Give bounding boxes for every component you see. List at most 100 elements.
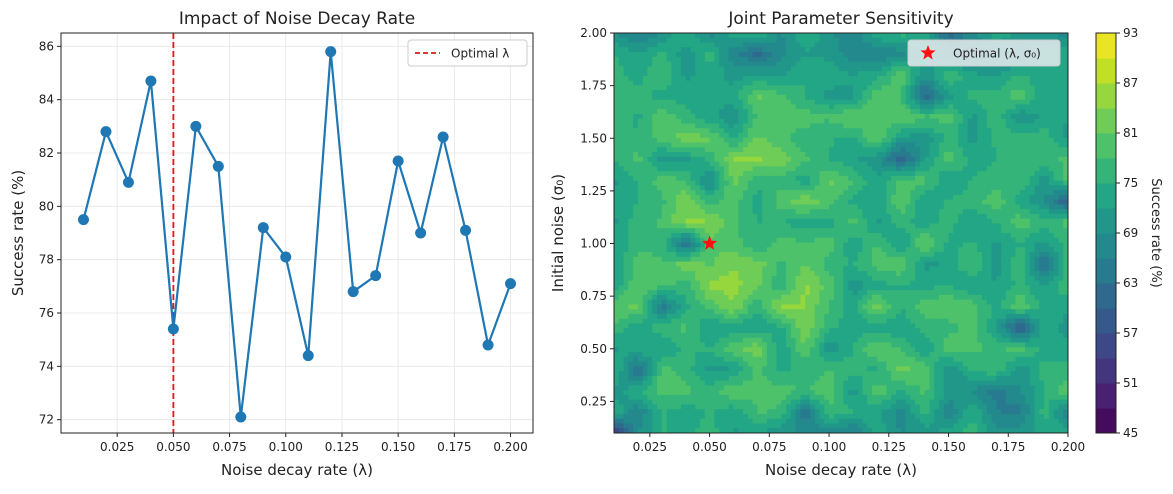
heatmap-cell bbox=[652, 257, 657, 262]
heatmap-cell bbox=[1044, 100, 1049, 105]
heatmap-cell bbox=[748, 71, 753, 76]
heatmap-cell bbox=[676, 157, 681, 162]
heatmap-cell bbox=[843, 228, 848, 233]
heatmap-cell bbox=[1044, 204, 1049, 209]
heatmap-cell bbox=[896, 85, 901, 90]
heatmap-cell bbox=[662, 85, 667, 90]
heatmap-cell bbox=[815, 185, 820, 190]
heatmap-cell bbox=[953, 266, 958, 271]
heatmap-cell bbox=[647, 157, 652, 162]
heatmap-cell bbox=[700, 176, 705, 181]
heatmap-cell bbox=[1058, 71, 1063, 76]
heatmap-cell bbox=[1006, 219, 1011, 224]
heatmap-cell bbox=[719, 119, 724, 124]
heatmap-cell bbox=[1044, 119, 1049, 124]
heatmap-cell bbox=[901, 81, 906, 86]
heatmap-cell bbox=[690, 209, 695, 214]
heatmap-cell bbox=[977, 204, 982, 209]
heatmap-cell bbox=[987, 204, 992, 209]
heatmap-cell bbox=[781, 104, 786, 109]
heatmap-cell bbox=[652, 143, 657, 148]
heatmap-cell bbox=[949, 233, 954, 238]
heatmap-cell bbox=[934, 152, 939, 157]
heatmap-cell bbox=[1001, 157, 1006, 162]
heatmap-cell bbox=[863, 162, 868, 167]
heatmap-cell bbox=[839, 157, 844, 162]
heatmap-cell bbox=[743, 71, 748, 76]
heatmap-cell bbox=[1020, 252, 1025, 257]
heatmap-cell bbox=[824, 185, 829, 190]
heatmap-cell bbox=[733, 257, 738, 262]
heatmap-cell bbox=[710, 133, 715, 138]
heatmap-cell bbox=[743, 252, 748, 257]
heatmap-cell bbox=[805, 38, 810, 43]
heatmap-cell bbox=[810, 95, 815, 100]
heatmap-cell bbox=[748, 238, 753, 243]
heatmap-cell bbox=[724, 204, 729, 209]
heatmap-cell bbox=[877, 276, 882, 281]
heatmap-cell bbox=[671, 271, 676, 276]
heatmap-cell bbox=[796, 195, 801, 200]
heatmap-cell bbox=[738, 243, 743, 248]
heatmap-cell bbox=[647, 71, 652, 76]
heatmap-cell bbox=[738, 95, 743, 100]
heatmap-cell bbox=[805, 181, 810, 186]
heatmap-cell bbox=[805, 238, 810, 243]
heatmap-cell bbox=[1049, 247, 1054, 252]
heatmap-cell bbox=[910, 138, 915, 143]
heatmap-cell bbox=[987, 181, 992, 186]
heatmap-cell bbox=[1049, 104, 1054, 109]
heatmap-cell bbox=[815, 104, 820, 109]
heatmap-cell bbox=[996, 152, 1001, 157]
heatmap-cell bbox=[690, 81, 695, 86]
heatmap-cell bbox=[934, 100, 939, 105]
heatmap-cell bbox=[695, 47, 700, 52]
heatmap-cell bbox=[896, 90, 901, 95]
heatmap-cell bbox=[944, 271, 949, 276]
heatmap-cell bbox=[1025, 219, 1030, 224]
heatmap-cell bbox=[1020, 123, 1025, 128]
heatmap-cell bbox=[633, 228, 638, 233]
heatmap-cell bbox=[800, 171, 805, 176]
heatmap-cell bbox=[791, 62, 796, 67]
heatmap-cell bbox=[1011, 185, 1016, 190]
heatmap-cell bbox=[1039, 81, 1044, 86]
heatmap-cell bbox=[843, 114, 848, 119]
heatmap-cell bbox=[614, 95, 619, 100]
heatmap-cell bbox=[925, 162, 930, 167]
heatmap-cell bbox=[953, 228, 958, 233]
heatmap-cell bbox=[647, 190, 652, 195]
heatmap-cell bbox=[886, 276, 891, 281]
heatmap-cell bbox=[896, 243, 901, 248]
heatmap-cell bbox=[1049, 100, 1054, 105]
heatmap-cell bbox=[733, 114, 738, 119]
heatmap-cell bbox=[901, 128, 906, 133]
heatmap-cell bbox=[910, 119, 915, 124]
heatmap-cell bbox=[872, 114, 877, 119]
heatmap-cell bbox=[681, 143, 686, 148]
heatmap-cell bbox=[676, 214, 681, 219]
heatmap-cell bbox=[853, 100, 858, 105]
heatmap-cell bbox=[1054, 238, 1059, 243]
heatmap-cell bbox=[815, 85, 820, 90]
heatmap-cell bbox=[662, 195, 667, 200]
heatmap-cell bbox=[1001, 185, 1006, 190]
heatmap-cell bbox=[781, 195, 786, 200]
heatmap-cell bbox=[671, 138, 676, 143]
heatmap-cell bbox=[1035, 90, 1040, 95]
heatmap-cell bbox=[681, 219, 686, 224]
heatmap-cell bbox=[714, 104, 719, 109]
heatmap-cell bbox=[700, 85, 705, 90]
heatmap-cell bbox=[714, 109, 719, 114]
heatmap-cell bbox=[624, 162, 629, 167]
heatmap-cell bbox=[858, 223, 863, 228]
heatmap-cell bbox=[915, 104, 920, 109]
heatmap-cell bbox=[906, 176, 911, 181]
heatmap-cell bbox=[624, 223, 629, 228]
heatmap-cell bbox=[968, 195, 973, 200]
heatmap-cell bbox=[848, 33, 853, 38]
heatmap-cell bbox=[652, 185, 657, 190]
heatmap-cell bbox=[710, 219, 715, 224]
heatmap-cell bbox=[977, 152, 982, 157]
